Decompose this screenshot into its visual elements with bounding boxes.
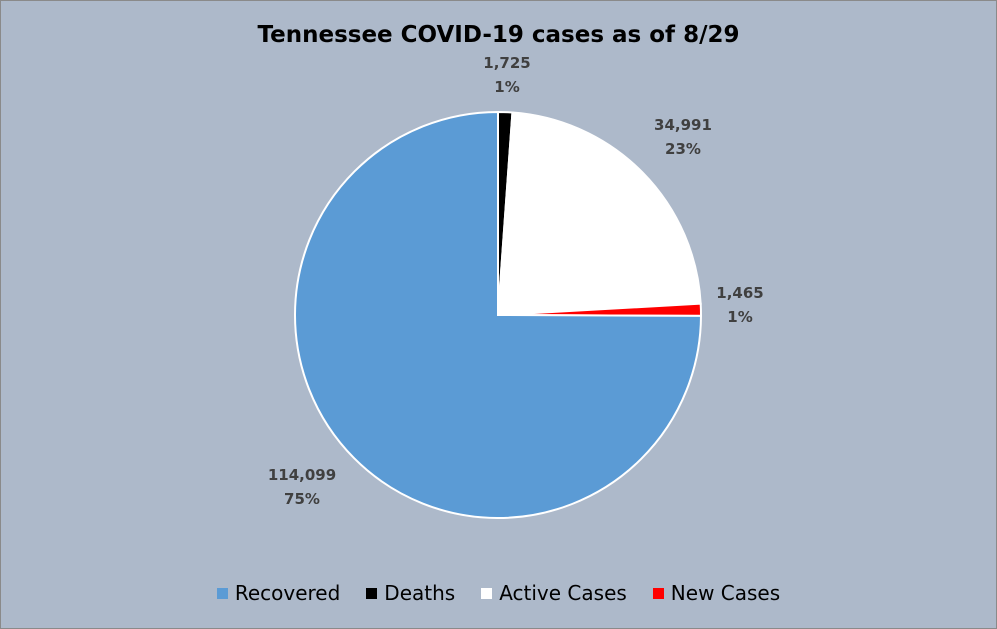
legend-item-new-cases: New Cases [652,581,781,605]
legend-label-recovered: Recovered [234,581,341,605]
data-label-value-active-cases: 34,991 [654,116,712,134]
data-label-percent-active-cases: 23% [665,140,701,158]
data-label-value-deaths: 1,725 [483,54,530,72]
pie-slice-active-cases [496,111,702,317]
legend-swatch-new-cases [652,587,664,599]
legend-item-recovered: Recovered [216,581,341,605]
pie-slice-recovered [294,110,703,519]
legend-label-deaths: Deaths [384,581,456,605]
legend-item-deaths: Deaths [366,581,455,605]
chart-title: Tennessee COVID-19 cases as of 8/29 [257,22,740,48]
data-label-value-recovered: 114,099 [268,466,336,484]
legend-swatch-deaths [366,587,378,599]
legend: Recovered Deaths Active Cases New Cases [0,581,997,605]
data-label-percent-recovered: 75% [284,490,320,508]
legend-label-active-cases: Active Cases [499,581,627,605]
legend-label-new-cases: New Cases [670,581,781,605]
data-label-percent-deaths: 1% [494,78,519,96]
legend-swatch-recovered [216,587,228,599]
data-label-percent-new-cases: 1% [727,308,752,326]
data-label-value-new-cases: 1,465 [716,284,763,302]
legend-swatch-active-cases [481,587,493,599]
legend-item-active-cases: Active Cases [481,581,627,605]
